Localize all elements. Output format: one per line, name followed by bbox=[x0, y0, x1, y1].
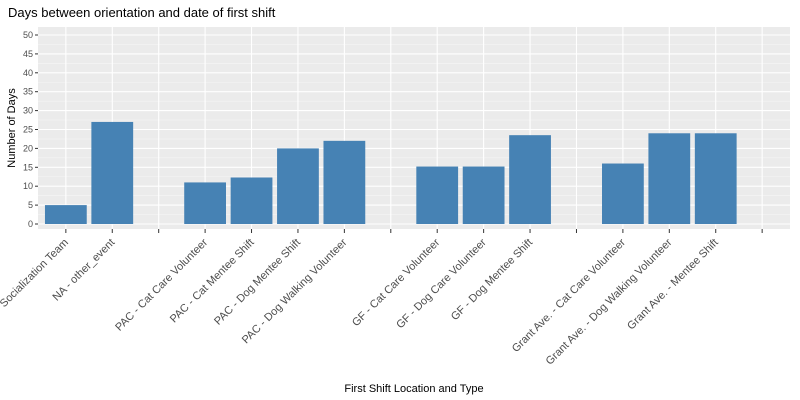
bar bbox=[44, 205, 87, 224]
y-tick-label: 5 bbox=[28, 200, 33, 210]
bar bbox=[694, 133, 737, 224]
x-tick-label: PAC - Cat Care Volunteer bbox=[113, 236, 210, 333]
bars bbox=[44, 121, 737, 224]
bar bbox=[91, 121, 134, 224]
x-tick-label: GF - Dog Mentee Shift bbox=[449, 237, 535, 323]
x-axis-label: First Shift Location and Type bbox=[344, 383, 483, 395]
x-tick-label: GF - Dog Care Volunteer bbox=[394, 236, 489, 331]
bar bbox=[230, 177, 273, 224]
x-tick-label: PAC - Cat Mentee Shift bbox=[168, 237, 257, 326]
bar bbox=[509, 135, 551, 224]
y-tick-label: 0 bbox=[28, 219, 33, 229]
bar bbox=[416, 166, 459, 224]
y-tick-label: 50 bbox=[23, 30, 33, 40]
y-tick-label: 25 bbox=[23, 125, 33, 135]
y-tick-label: 15 bbox=[23, 162, 33, 172]
x-tick-label: Grant Ave. - Mentee Shift bbox=[625, 237, 721, 333]
bar bbox=[184, 182, 226, 224]
y-tick-label: 20 bbox=[23, 143, 33, 153]
y-axis: 0 5 10 15 20 25 30 35 40 45 50 bbox=[23, 30, 38, 229]
bar bbox=[602, 163, 644, 224]
y-tick-label: 45 bbox=[23, 49, 33, 59]
bar bbox=[277, 148, 319, 224]
y-tick-label: 35 bbox=[23, 87, 33, 97]
bar bbox=[323, 140, 366, 224]
bar bbox=[462, 166, 505, 224]
y-axis-label: Number of Days bbox=[6, 88, 18, 168]
x-tick-label: PAC - Dog Mentee Shift bbox=[212, 237, 303, 328]
bar bbox=[648, 133, 691, 224]
chart-title: Days between orientation and date of fir… bbox=[8, 5, 276, 20]
y-tick-label: 40 bbox=[23, 68, 33, 78]
x-tick-label: GF - Cat Care Volunteer bbox=[350, 236, 443, 329]
y-tick-label: 30 bbox=[23, 106, 33, 116]
y-tick-label: 10 bbox=[23, 181, 33, 191]
